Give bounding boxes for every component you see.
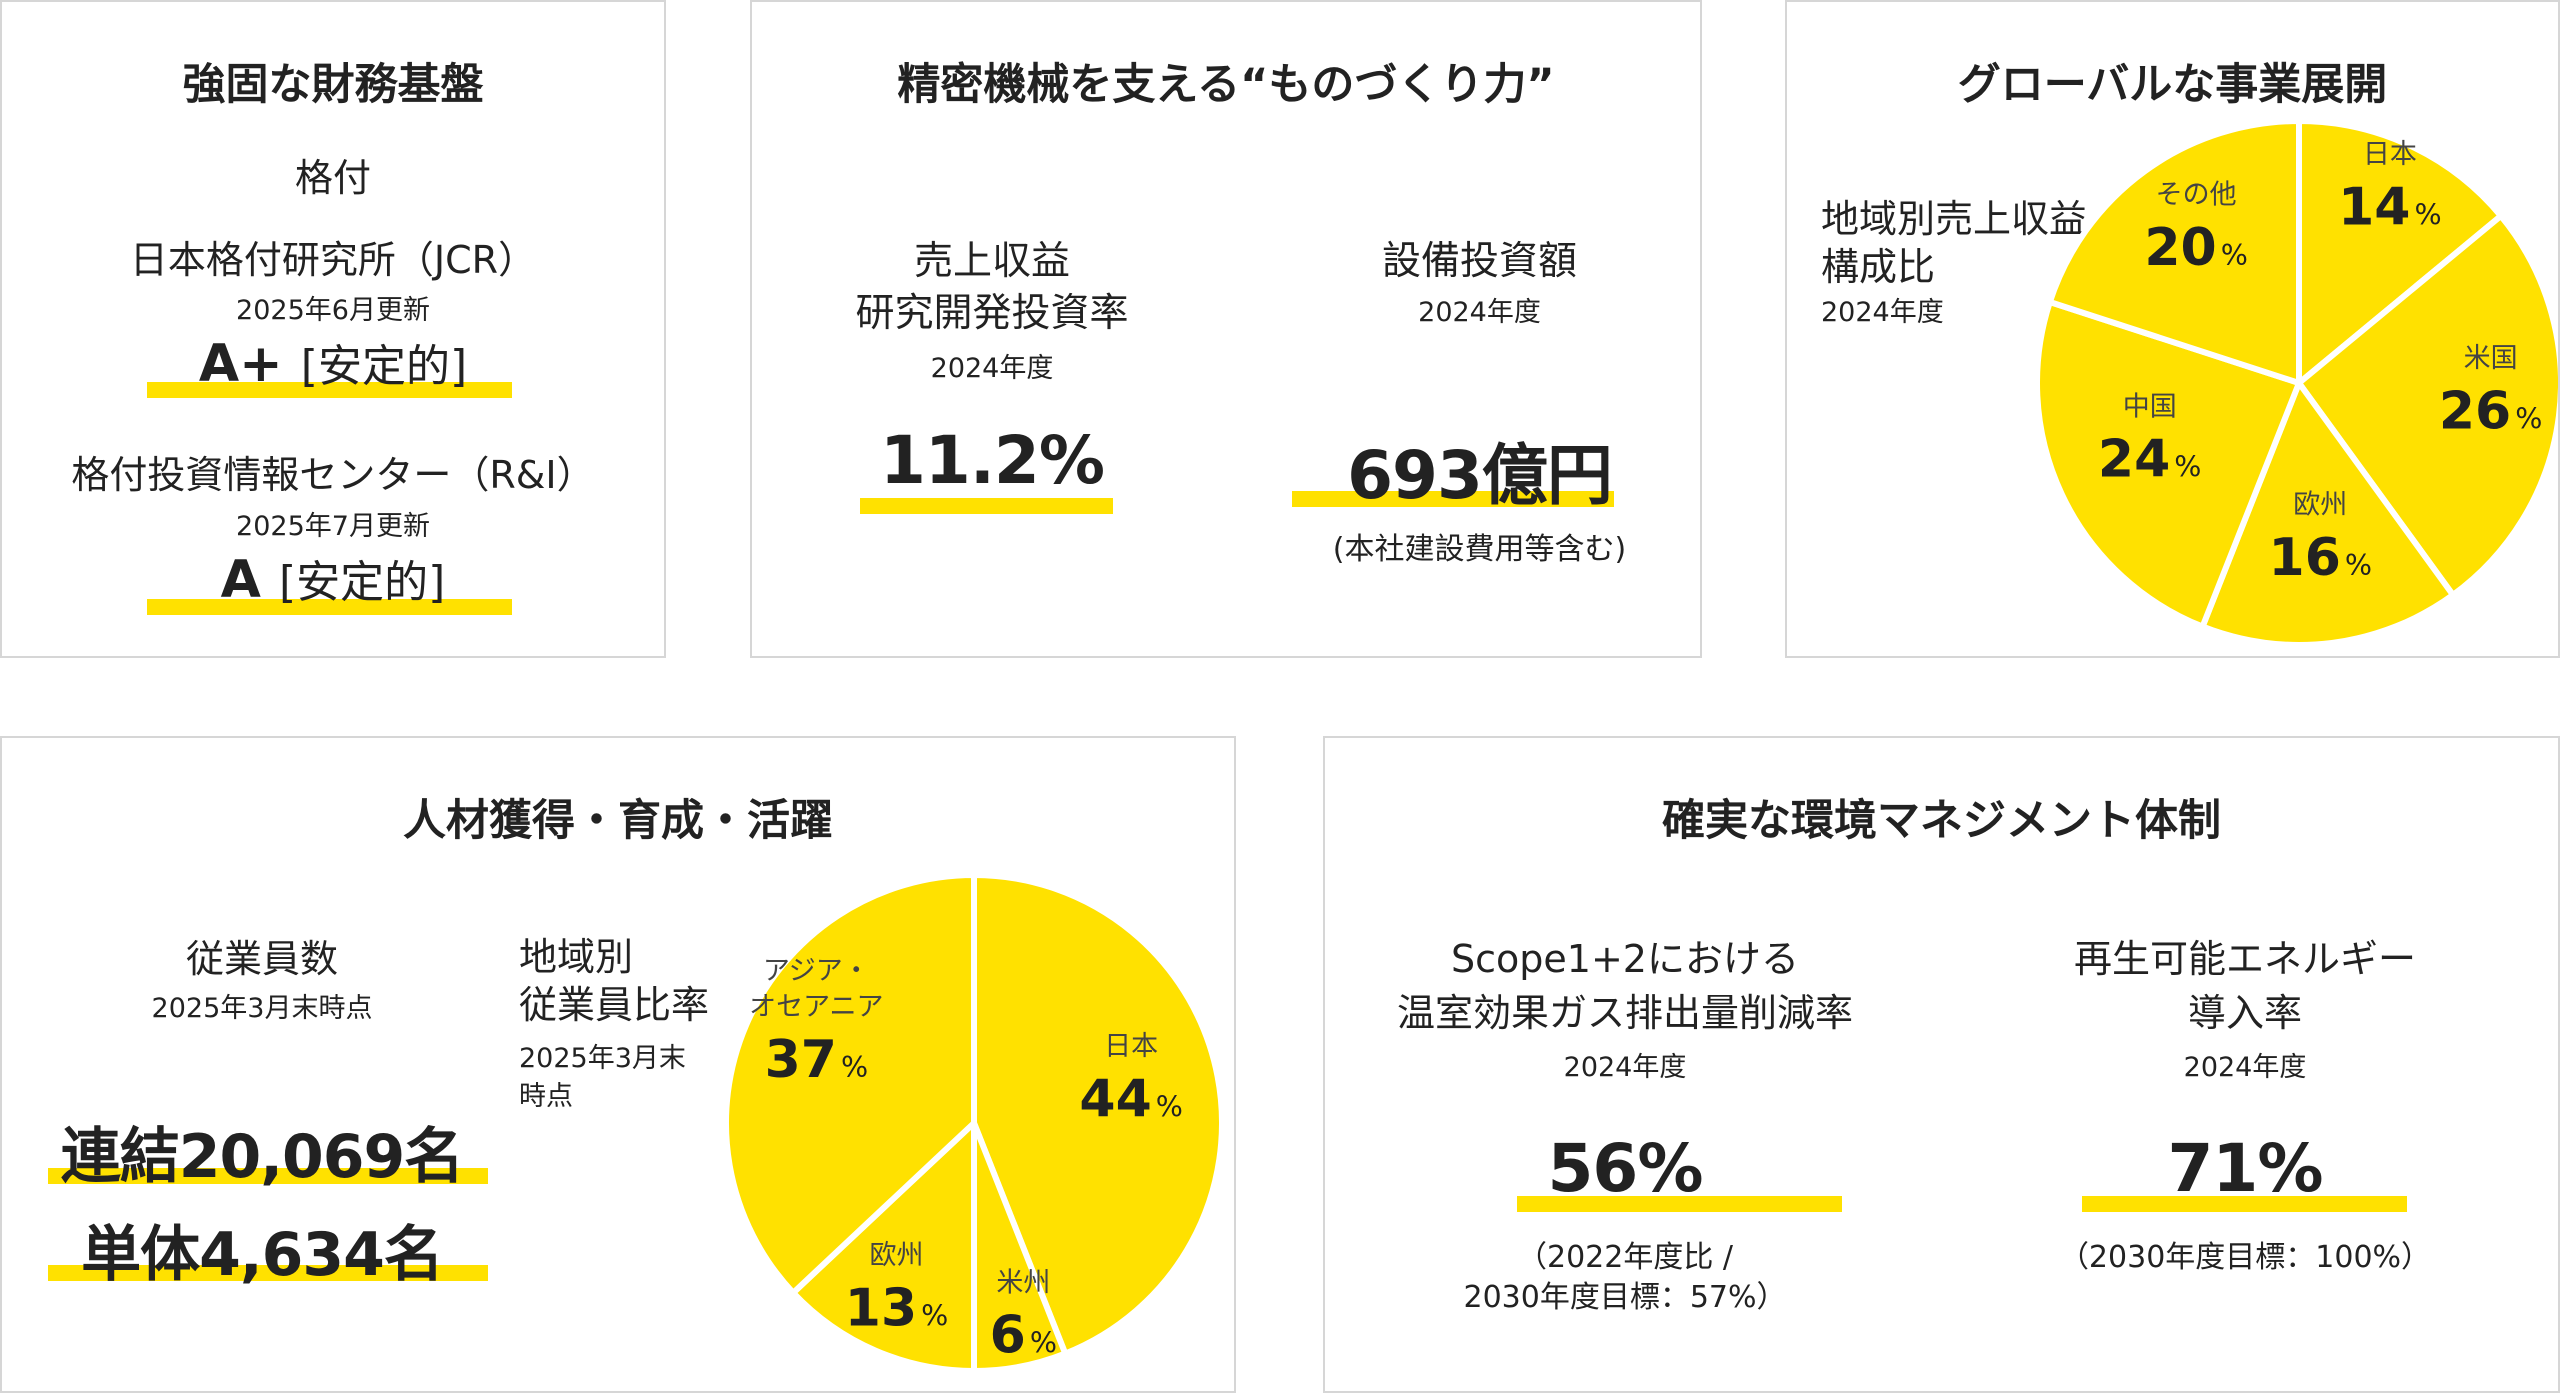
- hr-panel: 人材獲得・育成・活躍 従業員数 2025年3月末時点 連結20,069名 単体4…: [0, 736, 1236, 1393]
- renewable-value: 71%: [2167, 1130, 2324, 1207]
- financial-panel: 強固な財務基盤 格付 日本格付研究所（JCR） 2025年6月更新 A+ [安定…: [0, 0, 666, 658]
- hr-chart-label-line2: 従業員比率: [519, 983, 710, 1027]
- pie-slice-2: [2199, 380, 2456, 648]
- pie-slice-0: [2296, 118, 2504, 386]
- financial-title: 強固な財務基盤: [182, 60, 484, 110]
- capex-value: 693億円: [1347, 437, 1613, 514]
- consolidated-highlight: [48, 1168, 488, 1184]
- pie-slice-3: [723, 872, 977, 1296]
- hr-chart-date-line1: 2025年3月末: [519, 1043, 686, 1074]
- jcr-grade: A+: [198, 334, 283, 394]
- env-panel: 確実な環境マネジメント体制 Scope1+2における 温室効果ガス排出量削減率 …: [1323, 736, 2560, 1393]
- capex-highlight: [1292, 491, 1614, 507]
- renewable-note: （2030年度目標：100%）: [2058, 1240, 2432, 1275]
- pie-category-label: 欧州: [2293, 490, 2347, 521]
- ghg-note-line1: （2022年度比 /: [1517, 1240, 1733, 1275]
- pie-category-label: その他: [2156, 179, 2237, 210]
- ri-updated: 2025年7月更新: [236, 511, 430, 542]
- sales-pie-chart: 日本 14 % 米国 26 % 欧州 16 % 中国 24 % その他 20%: [2034, 118, 2558, 648]
- jcr-highlight: [147, 382, 512, 398]
- pie-slice-4: [2046, 118, 2302, 386]
- rating-label: 格付: [294, 156, 371, 200]
- pie-category-label: 米国: [2464, 343, 2518, 374]
- env-title: 確実な環境マネジメント体制: [1662, 796, 2221, 846]
- employees-date: 2025年3月末時点: [151, 993, 373, 1024]
- ri-agency: 格付投資情報センター（R&I）: [71, 453, 595, 497]
- pie-value-label: 37%: [765, 1030, 869, 1090]
- ri-rating: A [安定的]: [2, 546, 664, 610]
- monozukuri-title: 精密機械を支える“ものづくり力”: [897, 60, 1555, 110]
- jcr-outlook: [安定的]: [300, 341, 468, 392]
- global-panel: グローバルな事業展開 地域別売上収益 構成比 2024年度 日本 14% 米国 26%…: [1785, 0, 2560, 658]
- rd-label-line1: 売上収益: [913, 239, 1070, 284]
- pie-value-label: 26%: [2439, 381, 2543, 441]
- monozukuri-panel: 精密機械を支える“ものづくり力” 売上収益 研究開発投資率 2024年度 11.…: [750, 0, 1702, 658]
- pie-slice-2: [790, 1120, 977, 1374]
- pie-value-label: 16%: [2269, 528, 2373, 588]
- pie-category-label: 欧州: [870, 1240, 924, 1271]
- capex-period: 2024年度: [1418, 297, 1541, 328]
- hr-chart-label-line1: 地域別: [519, 935, 634, 979]
- jcr-updated: 2025年6月更新: [236, 295, 430, 326]
- capex-note: (本社建設費用等含む): [1332, 532, 1627, 567]
- employees-standalone: 単体4,634名: [81, 1220, 444, 1290]
- standalone-highlight: [48, 1265, 488, 1281]
- pie-category-label: 日本: [1104, 1031, 1158, 1062]
- pie-value-label: 44%: [1079, 1069, 1183, 1129]
- hr-title: 人材獲得・育成・活躍: [403, 796, 833, 846]
- renewable-label-line2: 導入率: [2187, 991, 2302, 1035]
- ri-grade: A: [220, 550, 261, 610]
- ghg-value: 56%: [1547, 1130, 1704, 1207]
- ghg-period: 2024年度: [1563, 1052, 1687, 1083]
- ri-highlight: [147, 599, 512, 615]
- pie-value-label: 6%: [990, 1306, 1057, 1366]
- ri-outlook: [安定的]: [279, 557, 446, 608]
- pie-value-label: 24%: [2098, 430, 2202, 490]
- pie-slice-3: [2034, 299, 2302, 630]
- rd-value: 11.2%: [880, 422, 1105, 499]
- pie-slice-1: [2296, 212, 2558, 598]
- ghg-note-line2: 2030年度目標：57%）: [1463, 1280, 1787, 1315]
- pie-category-label: 米州: [996, 1267, 1050, 1298]
- hr-chart-date-line2: 時点: [519, 1081, 573, 1112]
- jcr-rating: A+ [安定的]: [2, 330, 664, 394]
- capex-label: 設備投資額: [1381, 239, 1577, 284]
- pie-slice-0: [971, 872, 1225, 1357]
- global-chart-label-line1: 地域別売上収益: [1821, 197, 2088, 241]
- pie-value-label: 14%: [2338, 177, 2442, 237]
- employee-pie-chart: 日本 44 % 米州 6 % 欧州 13 % アジア・オセアニア 37%: [723, 872, 1225, 1374]
- pie-category-label: 中国: [2123, 391, 2177, 422]
- renewable-highlight: [2082, 1196, 2407, 1212]
- pie-category-label: アジア・オセアニア: [749, 955, 883, 1022]
- employees-consolidated: 連結20,069名: [60, 1122, 465, 1192]
- pie-category-label: 日本: [2363, 139, 2417, 170]
- ghg-label-line2: 温室効果ガス排出量削減率: [1396, 991, 1853, 1035]
- pie-value-label: 13%: [845, 1278, 949, 1338]
- pie-value-label: 20%: [2144, 218, 2248, 278]
- global-period: 2024年度: [1821, 297, 1944, 328]
- renewable-period: 2024年度: [2183, 1052, 2307, 1083]
- jcr-agency: 日本格付研究所（JCR）: [129, 238, 537, 282]
- global-title: グローバルな事業展開: [1957, 60, 2388, 110]
- rd-label-line2: 研究開発投資率: [855, 291, 1129, 336]
- employees-label: 従業員数: [185, 937, 338, 981]
- global-chart-label-line2: 構成比: [1821, 245, 1936, 289]
- rd-highlight: [860, 498, 1113, 514]
- ghg-highlight: [1517, 1196, 1842, 1212]
- renewable-label-line1: 再生可能エネルギー: [2073, 937, 2416, 981]
- ghg-label-line1: Scope1+2における: [1451, 937, 1799, 981]
- rd-period: 2024年度: [930, 353, 1054, 384]
